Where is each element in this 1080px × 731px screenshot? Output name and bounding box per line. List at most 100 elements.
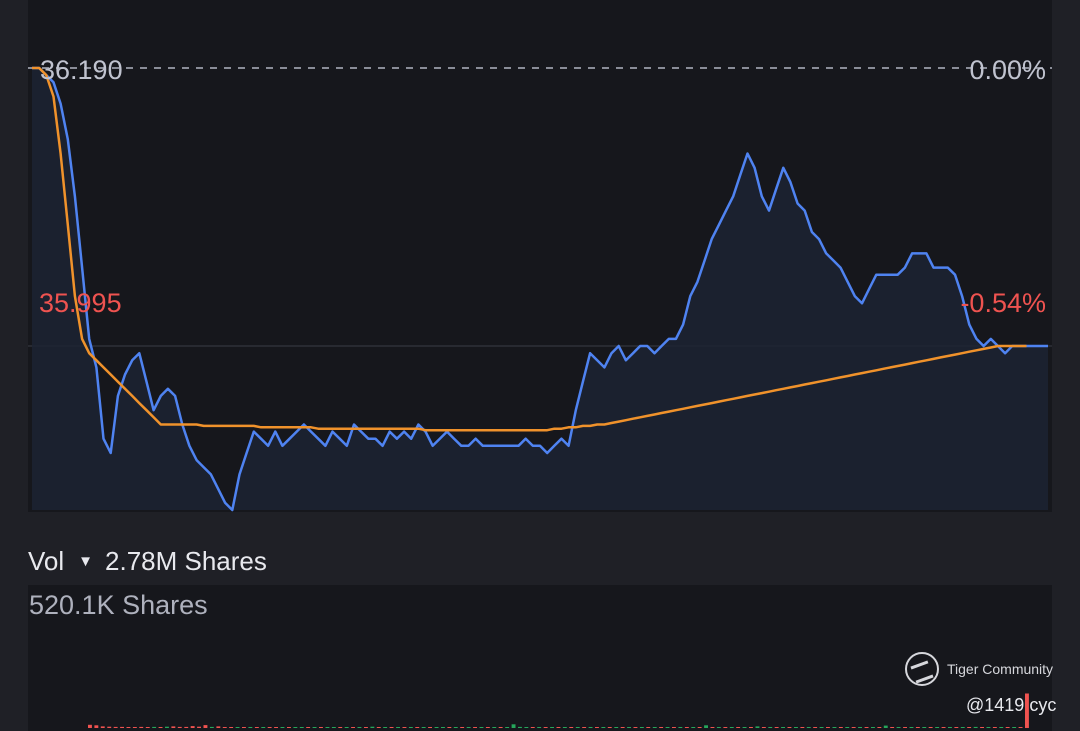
volume-bar	[453, 727, 458, 728]
volume-bar	[209, 726, 214, 728]
volume-bar	[729, 727, 734, 728]
volume-bar	[742, 727, 747, 728]
volume-bar	[652, 727, 657, 728]
volume-bar	[466, 727, 471, 728]
volume-bar	[94, 725, 99, 728]
watermark-handle: @1419 cyc	[966, 695, 1057, 715]
volume-bar	[858, 727, 862, 728]
volume-bar	[518, 726, 522, 728]
volume-bar	[242, 727, 246, 728]
volume-bar	[537, 727, 542, 728]
volume-bar	[620, 727, 625, 728]
volume-bar	[1018, 727, 1023, 728]
volume-bar	[639, 727, 644, 728]
volume-bar	[331, 727, 336, 728]
volume-bar	[197, 726, 201, 728]
volume-panel-bg	[28, 585, 1052, 731]
volume-bar	[1025, 693, 1029, 728]
volume-bar	[216, 726, 221, 728]
volume-bar	[922, 727, 927, 728]
volume-bar	[421, 727, 426, 728]
volume-bar	[511, 724, 516, 728]
volume-bar	[909, 727, 914, 728]
volume-bar	[710, 727, 715, 728]
volume-bar	[819, 727, 824, 728]
volume-bar	[492, 727, 497, 728]
watermark: Tiger Community	[905, 652, 1053, 686]
volume-bar	[832, 727, 837, 728]
volume-bar	[575, 727, 580, 728]
volume-bar	[960, 727, 965, 728]
volume-bar	[986, 727, 991, 728]
volume-bar	[357, 727, 362, 728]
watermark-brand: Tiger Community	[947, 661, 1054, 677]
volume-bar	[376, 727, 381, 728]
volume-bar	[184, 726, 189, 728]
volume-bar	[370, 726, 375, 728]
volume-bar	[325, 727, 330, 728]
tiger-logo-icon	[905, 652, 939, 686]
volume-bar	[165, 726, 169, 728]
volume-bar	[806, 727, 811, 728]
volume-bar	[614, 727, 619, 728]
volume-bar	[299, 727, 304, 728]
volume-bar	[633, 727, 638, 728]
volume-bar	[781, 727, 785, 728]
volume-bar	[312, 727, 317, 728]
average-series-line	[32, 66, 1027, 432]
caret-down-icon[interactable]: ▼	[78, 552, 94, 570]
volume-bar	[434, 727, 439, 728]
volume-bar	[800, 727, 805, 728]
volume-bar	[928, 727, 933, 728]
volume-bar	[749, 727, 753, 728]
volume-bar	[646, 727, 651, 728]
volume-bar	[171, 726, 176, 728]
volume-bar	[678, 727, 683, 728]
volume-bar	[287, 727, 291, 728]
volume-bar	[774, 727, 779, 728]
volume-bar	[383, 727, 388, 728]
volume-bar	[723, 727, 728, 728]
volume-header[interactable]: Vol ▼ 2.78M Shares	[28, 540, 267, 582]
volume-bar	[530, 727, 535, 728]
volume-bar	[838, 727, 843, 728]
volume-bar	[665, 727, 670, 728]
volume-bar	[704, 725, 708, 728]
volume-bar	[280, 727, 285, 728]
volume-bar	[107, 726, 112, 728]
volume-bar	[274, 727, 278, 728]
price-area-fill	[32, 68, 1048, 510]
volume-bar	[441, 727, 445, 728]
volume-bar	[716, 727, 721, 728]
volume-bar	[877, 727, 882, 728]
volume-bar	[132, 727, 137, 728]
volume-bar	[460, 727, 465, 728]
volume-bar	[338, 727, 343, 728]
volume-bar	[935, 727, 940, 728]
volume-bar	[768, 727, 773, 728]
volume-bar	[293, 727, 298, 728]
volume-bar	[588, 727, 593, 728]
volume-bar	[948, 727, 952, 728]
price-series-line	[32, 66, 1048, 512]
volume-total: 2.78M Shares	[105, 545, 267, 576]
volume-bar	[126, 727, 131, 728]
volume-bar	[992, 727, 997, 728]
volume-layer	[88, 693, 1029, 728]
volume-bar	[672, 727, 676, 728]
volume-bar	[607, 727, 612, 728]
volume-bar	[113, 726, 118, 728]
volume-bar	[524, 727, 529, 728]
volume-bar	[408, 727, 413, 728]
volume-bar	[505, 727, 510, 728]
prev-close-price-label: 36.190	[40, 55, 123, 85]
volume-bar	[177, 726, 182, 728]
last-pct-label: -0.54%	[960, 288, 1046, 318]
volume-bar	[152, 726, 157, 728]
volume-bar	[787, 727, 792, 728]
volume-bar	[235, 727, 240, 728]
volume-bar	[556, 727, 561, 728]
volume-bar	[999, 727, 1004, 728]
volume-bar	[229, 727, 234, 728]
